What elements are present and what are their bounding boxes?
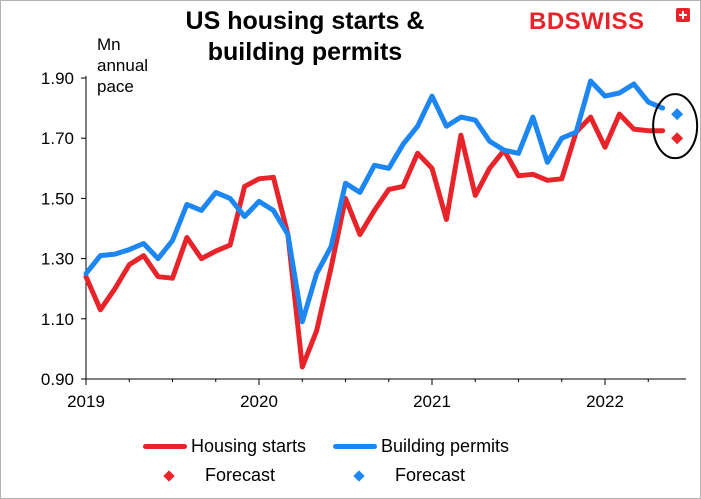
legend-label: Building permits	[381, 436, 510, 456]
legend-item-building-permits: Building permits	[333, 436, 509, 457]
chart-title: US housing starts & building permits	[185, 7, 425, 66]
x-tick-label: 2022	[586, 392, 624, 411]
y-axis-unit-label: Mn annual pace	[97, 35, 149, 96]
y-tick-label: 1.30	[41, 250, 74, 269]
y-tick-label: 0.90	[41, 370, 74, 389]
y-tick-label: 1.70	[41, 129, 74, 148]
series-line-building-permits	[83, 78, 666, 325]
x-tick-label: 2020	[240, 392, 278, 411]
brand-logo: BDSWISS	[529, 8, 645, 36]
y-tick-label: 1.90	[41, 69, 74, 88]
x-tick-label: 2019	[67, 392, 105, 411]
logo-cross-icon	[676, 8, 690, 22]
y-tick-label: 1.50	[41, 189, 74, 208]
legend-item-forecast-permits: Forecast	[333, 465, 465, 486]
forecast-diamond-building-permits	[671, 108, 684, 121]
series-line-housing-starts	[83, 111, 666, 370]
legend-line-swatch	[143, 444, 187, 449]
forecast-diamond-housing-starts	[671, 132, 684, 145]
legend-label: Forecast	[205, 465, 276, 485]
logo-text-bd: BD	[529, 8, 565, 35]
logo-text-swiss: SWISS	[564, 8, 645, 35]
legend-item-forecast-starts: Forecast	[143, 465, 275, 486]
y-tick-label: 1.10	[41, 310, 74, 329]
x-tick-label: 2021	[413, 392, 451, 411]
legend-label: Forecast	[395, 465, 466, 485]
legend-label: Housing starts	[191, 436, 307, 456]
legend-item-housing-starts: Housing starts	[143, 436, 306, 457]
legend-line-swatch	[333, 444, 377, 449]
legend-diamond-swatch	[163, 469, 175, 482]
forecast-highlight-ellipse	[652, 93, 699, 160]
legend-diamond-swatch	[353, 469, 365, 482]
